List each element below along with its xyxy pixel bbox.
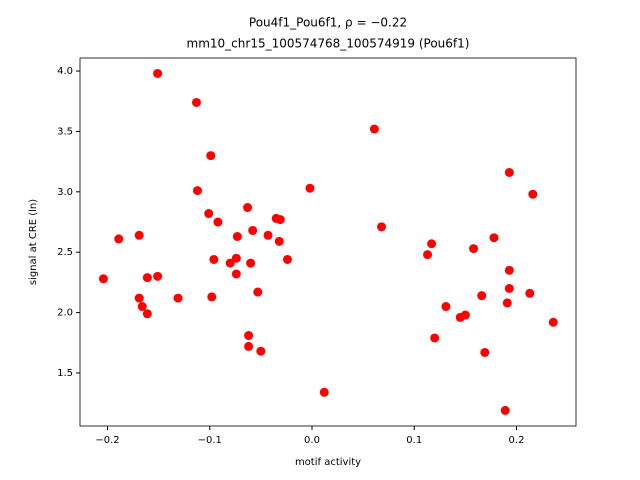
chart-title: Pou4f1_Pou6f1, ρ = −0.22 xyxy=(249,16,407,30)
point xyxy=(142,309,152,319)
point xyxy=(153,68,163,78)
point xyxy=(206,151,216,161)
point xyxy=(253,287,263,297)
y-tick-label: 2.5 xyxy=(57,247,73,258)
point xyxy=(480,347,490,357)
point xyxy=(548,317,558,327)
point xyxy=(489,233,499,243)
point xyxy=(275,215,285,225)
x-tick-label: 0.1 xyxy=(406,435,422,446)
point xyxy=(423,250,433,260)
point xyxy=(274,236,284,246)
x-tick-label: −0.2 xyxy=(95,435,119,446)
point xyxy=(477,291,487,301)
y-tick-label: 1.5 xyxy=(57,368,73,379)
point xyxy=(427,239,437,249)
point xyxy=(500,405,510,415)
point xyxy=(430,333,440,343)
point xyxy=(134,293,144,303)
plot-frame xyxy=(79,57,577,427)
x-tick-label: −0.1 xyxy=(198,435,222,446)
point xyxy=(209,254,219,264)
point xyxy=(137,302,147,312)
point xyxy=(231,253,241,263)
point xyxy=(460,310,470,320)
point xyxy=(248,225,258,235)
y-tick-label: 2.0 xyxy=(57,308,73,319)
y-tick-label: 4.0 xyxy=(57,66,73,77)
point xyxy=(153,271,163,281)
point xyxy=(134,230,144,240)
y-axis-label: signal at CRE (ln) xyxy=(28,199,39,285)
point xyxy=(232,232,242,242)
point xyxy=(243,203,253,213)
point xyxy=(305,183,315,193)
x-axis-label: motif activity xyxy=(295,457,361,468)
point xyxy=(469,244,479,254)
point xyxy=(319,387,329,397)
point xyxy=(502,298,512,308)
point xyxy=(244,341,254,351)
point xyxy=(225,258,235,268)
point xyxy=(263,230,273,240)
point xyxy=(282,254,292,264)
point xyxy=(142,273,152,283)
point xyxy=(504,167,514,177)
y-tick-label: 3.5 xyxy=(57,126,73,137)
point xyxy=(207,292,217,302)
point xyxy=(256,346,266,356)
point xyxy=(504,283,514,293)
point xyxy=(246,258,256,268)
chart-subtitle: mm10_chr15_100574768_100574919 (Pou6f1) xyxy=(187,37,470,51)
point xyxy=(192,186,202,196)
point xyxy=(528,189,538,199)
point xyxy=(213,217,223,227)
point xyxy=(114,234,124,244)
point xyxy=(173,293,183,303)
point xyxy=(244,331,254,341)
point xyxy=(525,288,535,298)
point xyxy=(441,302,451,312)
point xyxy=(191,97,201,107)
x-tick-label: 0.0 xyxy=(304,435,320,446)
point xyxy=(98,274,108,284)
x-tick-label: 0.2 xyxy=(509,435,525,446)
point xyxy=(369,124,379,134)
y-tick-label: 3.0 xyxy=(57,187,73,198)
point xyxy=(504,265,514,275)
point xyxy=(204,209,214,219)
point xyxy=(231,269,241,279)
point xyxy=(377,222,387,232)
